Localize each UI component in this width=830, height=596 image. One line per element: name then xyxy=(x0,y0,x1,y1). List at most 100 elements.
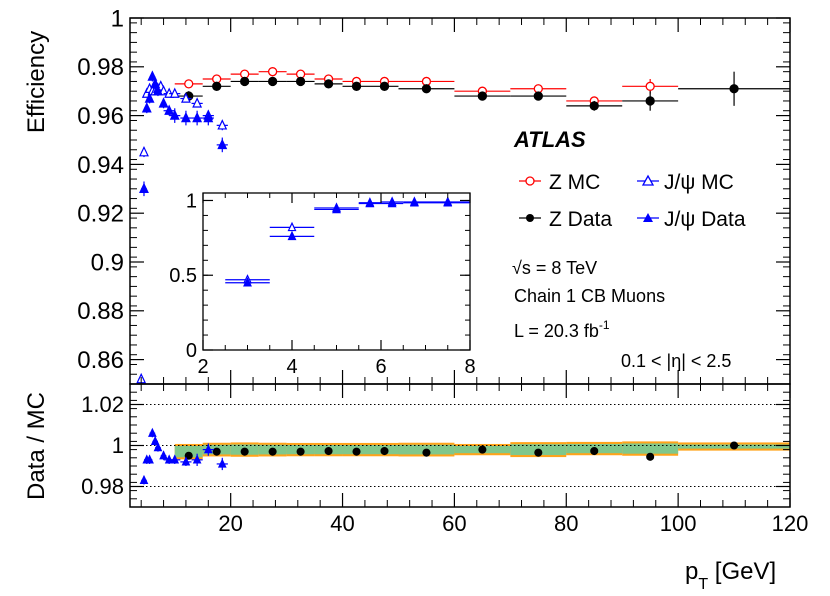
data-point xyxy=(145,454,154,464)
series-j-data xyxy=(139,70,228,197)
x-tick-label: 120 xyxy=(772,511,809,536)
inset-x-tick-label: 6 xyxy=(375,356,386,378)
data-point xyxy=(180,111,191,123)
stat-uncertainty-band xyxy=(622,443,679,454)
data-point xyxy=(144,92,155,103)
legend-z-data-label: Z Data xyxy=(549,208,612,231)
data-point xyxy=(589,101,599,111)
data-point xyxy=(150,77,161,89)
data-point xyxy=(203,111,214,123)
luminosity-value: L = 20.3 fb xyxy=(514,321,599,341)
legend-z-data-marker xyxy=(526,214,534,222)
inset-ytick-label: 0.5 xyxy=(169,265,197,287)
data-point xyxy=(287,221,297,232)
data-point xyxy=(422,448,431,457)
data-point xyxy=(192,111,203,123)
data-point xyxy=(192,97,203,108)
ratio-ytick-label: 1 xyxy=(112,433,124,458)
data-point xyxy=(147,70,158,81)
data-point xyxy=(534,448,543,457)
series-j-data xyxy=(225,197,470,287)
inset-ytick-label: 0 xyxy=(186,340,197,362)
data-point xyxy=(409,197,419,207)
main-ytick-label: 0.98 xyxy=(77,54,124,81)
efficiency-axis-label: Efficiency xyxy=(23,31,50,133)
data-point xyxy=(645,96,655,106)
data-point xyxy=(217,119,228,130)
sqrt-s-annotation: √s = 8 TeV xyxy=(512,258,597,278)
data-point xyxy=(351,81,362,91)
data-point xyxy=(153,85,163,96)
data-point xyxy=(387,197,397,208)
data-point xyxy=(243,277,252,287)
x-tick-label: 80 xyxy=(554,511,578,536)
series-z xyxy=(184,441,739,461)
main-ytick-label: 0.86 xyxy=(77,347,124,374)
data-point xyxy=(240,447,249,456)
data-point xyxy=(164,104,175,115)
data-point xyxy=(153,442,163,452)
main-ytick-label: 0.96 xyxy=(77,103,124,130)
luminosity-annotation: L = 20.3 fb-1 xyxy=(514,318,610,341)
legend-entry-jpsi-mc: J/ψ MC xyxy=(637,171,734,194)
data-point xyxy=(478,445,487,454)
data-point xyxy=(730,441,739,450)
stat-uncertainty-band xyxy=(174,446,203,458)
legend-jpsi-mc-marker xyxy=(641,174,655,186)
trigger-chain-annotation: Chain 1 CB Muons xyxy=(514,286,665,306)
data-point xyxy=(203,444,213,454)
data-point xyxy=(212,81,222,91)
legend-entry-z-data: Z Data xyxy=(519,208,612,231)
data-point xyxy=(267,67,278,77)
data-point xyxy=(184,451,193,460)
data-point xyxy=(287,230,297,241)
x-tick-label: 100 xyxy=(660,511,697,536)
main-ytick-label: 1 xyxy=(111,5,124,32)
x-axis-label-unit: [GeV] xyxy=(708,558,776,585)
data-point xyxy=(380,446,389,456)
data-point xyxy=(212,447,221,456)
chart-plot-layer: 0.86 0.88 0.9 0.92 0.94 0.96 0.98 1 0.98 1 1.02 20 4… xyxy=(77,5,808,536)
data-point xyxy=(139,146,149,157)
data-point xyxy=(159,450,168,460)
main-ytick-label: 0.9 xyxy=(91,249,124,276)
series-z-data xyxy=(174,71,790,111)
atlas-label: ATLAS xyxy=(513,127,586,152)
legend-jpsi-data-label: J/ψ Data xyxy=(664,208,746,231)
data-point xyxy=(181,456,191,466)
data-point xyxy=(296,447,305,456)
data-point xyxy=(646,452,655,461)
legend-entry-z-mc: Z MC xyxy=(519,171,600,194)
legend-jpsi-mc-label: J/ψ MC xyxy=(664,171,734,194)
luminosity-exponent: -1 xyxy=(599,318,610,332)
main-ytick-label: 0.94 xyxy=(77,152,124,179)
x-axis-label-p: p xyxy=(685,558,698,585)
data-point xyxy=(180,92,191,103)
inset-x-tick-label: 4 xyxy=(286,356,297,378)
data-point xyxy=(324,446,333,456)
data-point xyxy=(365,197,375,208)
data-point xyxy=(148,427,157,437)
legend-jpsi-data-marker xyxy=(643,213,653,222)
legend-z-mc-label: Z MC xyxy=(549,171,600,194)
x-tick-label: 40 xyxy=(330,511,354,536)
x-tick-label: 60 xyxy=(442,511,466,536)
legend-z-mc-marker xyxy=(525,176,535,186)
data-point xyxy=(477,91,488,101)
data-point xyxy=(533,91,543,101)
data-point xyxy=(379,81,390,91)
data-point xyxy=(217,138,228,150)
data-point xyxy=(169,109,180,120)
data-point xyxy=(352,447,361,456)
data-point xyxy=(295,76,306,87)
data-point xyxy=(139,182,149,193)
data-point xyxy=(590,446,599,456)
inset-frame xyxy=(202,192,471,351)
ratio-ytick-label: 0.98 xyxy=(81,474,124,499)
x-axis-label-subscript: T xyxy=(698,576,708,593)
data-point xyxy=(267,76,278,87)
legend-entry-jpsi-data: J/ψ Data xyxy=(637,208,746,231)
data-point xyxy=(141,102,152,113)
data-point xyxy=(421,84,432,94)
